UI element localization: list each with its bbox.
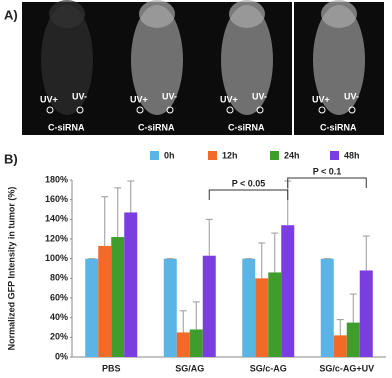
x-tick-label: PBS xyxy=(102,363,121,373)
tumor xyxy=(76,106,84,114)
legend-label: 0h xyxy=(164,150,175,160)
image-label: UV+ xyxy=(220,94,238,104)
image-label: UV+ xyxy=(312,94,330,104)
bar xyxy=(124,212,138,357)
image-label: UV- xyxy=(72,91,87,101)
tumor xyxy=(166,106,174,114)
image-label: C-siRNA xyxy=(138,122,175,132)
legend-label: 12h xyxy=(222,150,238,160)
tumor xyxy=(136,106,144,114)
image-label: C-siRNA xyxy=(48,122,85,132)
image-label: UV+ xyxy=(40,94,58,104)
legend-label: 24h xyxy=(284,150,300,160)
legend-swatch xyxy=(330,151,339,160)
image-label: C-siRNA xyxy=(228,122,265,132)
tumor xyxy=(348,106,356,114)
y-tick-label: 120% xyxy=(45,233,68,243)
legend-swatch xyxy=(150,151,159,160)
y-tick-label: 80% xyxy=(50,273,68,283)
bar xyxy=(163,258,177,357)
mouse-head xyxy=(139,0,175,28)
bar xyxy=(359,270,373,357)
bar xyxy=(98,245,112,357)
mouse-body xyxy=(313,5,365,115)
y-axis-label: Normalized GFP Intensity in tumor (%) xyxy=(6,187,16,351)
tumor xyxy=(318,106,326,114)
mouse-head xyxy=(321,0,357,28)
image-label: UV- xyxy=(344,91,359,101)
bar xyxy=(176,332,190,357)
bracket xyxy=(208,189,289,200)
bar xyxy=(281,225,295,357)
y-tick-label: 40% xyxy=(50,312,68,322)
y-tick-label: 100% xyxy=(45,253,68,263)
annotation: P < 0.1 xyxy=(313,166,342,176)
bar xyxy=(189,329,203,357)
tumor xyxy=(256,106,264,114)
image-label: C-siRNA xyxy=(320,122,357,132)
image-label: UV- xyxy=(252,91,267,101)
mouse-head xyxy=(229,0,265,28)
y-tick-label: 60% xyxy=(50,292,68,302)
bar xyxy=(320,258,334,357)
bar xyxy=(242,258,256,357)
bar xyxy=(111,237,125,357)
y-tick-label: 140% xyxy=(45,214,68,224)
mouse-body xyxy=(131,5,183,115)
bar xyxy=(333,335,347,357)
bracket xyxy=(287,177,367,188)
y-tick-label: 0% xyxy=(55,351,68,361)
panel-label: B) xyxy=(4,151,18,166)
bar xyxy=(85,258,99,357)
y-tick-label: 160% xyxy=(45,194,68,204)
mouse-body xyxy=(221,5,273,115)
legend-swatch xyxy=(270,151,279,160)
y-tick-label: 180% xyxy=(45,174,68,184)
x-tick-label: SG/c-AG+UV xyxy=(319,363,374,373)
tumor xyxy=(226,106,234,114)
mouse-head xyxy=(49,0,85,28)
legend-swatch xyxy=(208,151,217,160)
legend-label: 48h xyxy=(344,150,360,160)
y-tick-label: 20% xyxy=(50,332,68,342)
tumor xyxy=(46,106,54,114)
bar xyxy=(255,278,269,357)
x-tick-label: SG/c-AG xyxy=(250,363,287,373)
mouse-body xyxy=(41,5,93,115)
bar xyxy=(268,272,282,357)
annotation: P < 0.05 xyxy=(232,178,266,188)
panel-label: A) xyxy=(4,7,18,22)
image-label: UV- xyxy=(162,91,177,101)
bar xyxy=(346,322,360,357)
bar xyxy=(202,255,216,357)
x-tick-label: SG/AG xyxy=(175,363,204,373)
image-label: UV+ xyxy=(130,94,148,104)
